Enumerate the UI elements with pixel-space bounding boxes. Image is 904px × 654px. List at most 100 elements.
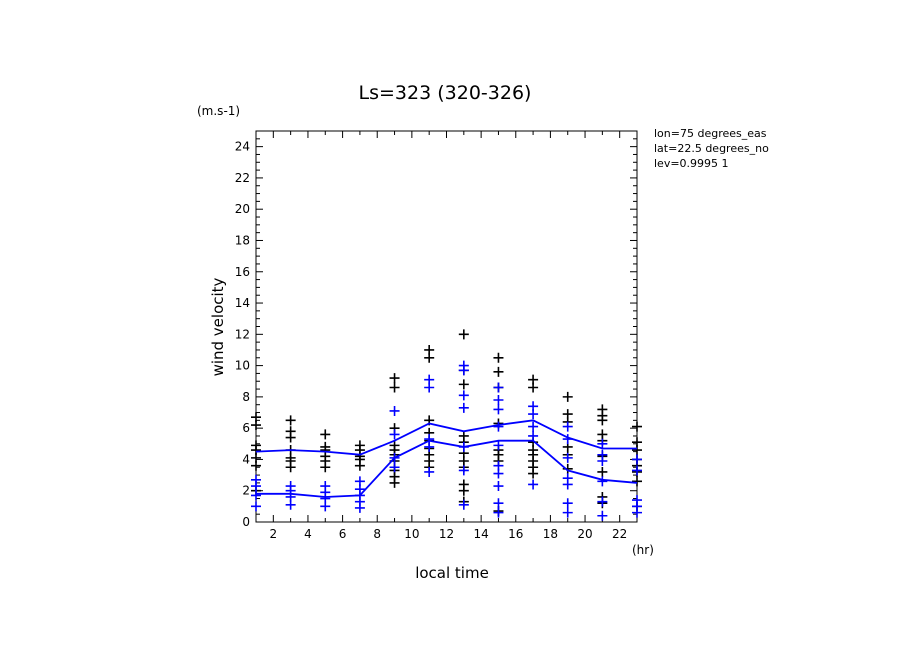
black-plus-marker [493,352,504,363]
black-plus-marker [285,415,296,426]
annotation-lat: lat=22.5 degrees_no [654,142,769,155]
black-plus-marker [528,468,539,479]
x-tick-label: 4 [304,527,312,541]
black-plus-marker [458,485,469,496]
x-tick-label: 2 [269,527,277,541]
blue-plus-marker [389,462,400,473]
y-tick-label: 8 [242,390,250,404]
x-tick-label: 8 [373,527,381,541]
black-plus-marker [458,329,469,340]
y-axis-label: wind velocity [209,277,227,376]
annotation-lev: lev=0.9995 1 [654,157,729,170]
y-tick-label: 20 [235,202,250,216]
blue-plus-marker [251,501,261,512]
blue-plus-marker [562,452,573,463]
black-plus-marker [320,462,331,473]
x-tick-label: 20 [577,527,592,541]
blue-plus-marker [597,496,608,507]
blue-plus-marker [389,405,400,416]
y-tick-label: 12 [235,327,250,341]
x-tick-label: 16 [508,527,523,541]
black-plus-marker [632,445,642,456]
black-plus-marker [597,415,608,426]
blue-plus-marker [320,501,331,512]
blue-plus-marker [251,490,261,501]
blue-plus-marker [493,440,504,451]
x-tick-label: 12 [439,527,454,541]
blue-plus-marker [493,382,504,393]
black-plus-marker [562,463,573,474]
blue-plus-marker [458,465,469,476]
blue-plus-marker [493,421,504,432]
blue-plus-marker [285,499,296,510]
black-plus-marker [251,420,261,431]
annotation-lon: lon=75 degrees_eas [654,127,767,140]
blue-plus-marker [528,421,539,432]
x-tick-label: 10 [404,527,419,541]
blue-plus-marker [528,479,539,490]
blue-plus-marker [632,465,642,476]
black-plus-marker [458,379,469,390]
black-plus-marker [632,421,642,432]
series-line [256,439,638,498]
blue-plus-marker [493,468,504,479]
x-unit-label: (hr) [632,543,654,557]
y-tick-label: 22 [235,171,250,185]
black-plus-marker [632,476,642,487]
blue-plus-marker [493,481,504,492]
blue-plus-marker [251,481,261,492]
blue-plus-marker [632,454,642,465]
blue-plus-marker [493,395,504,406]
blue-plus-marker [458,402,469,413]
blue-plus-marker [389,429,400,440]
y-tick-label: 0 [242,515,250,529]
black-plus-marker [389,382,400,393]
blue-plus-marker [562,421,573,432]
x-tick-label: 22 [612,527,627,541]
blue-plus-marker [493,404,504,415]
blue-plus-marker [528,430,539,441]
blue-plus-marker [562,498,573,509]
y-tick-label: 14 [235,296,250,310]
blue-plus-marker [632,507,642,518]
y-tick-label: 4 [242,452,250,466]
series-line [255,419,637,456]
y-tick-label: 18 [235,233,250,247]
blue-plus-marker [493,498,504,509]
y-tick-label: 10 [235,359,250,373]
black-plus-marker [528,382,539,393]
blue-plus-marker [597,438,608,449]
blue-plus-marker [597,510,608,521]
y-tick-label: 16 [235,265,250,279]
black-plus-marker [389,477,400,488]
black-plus-marker [389,373,400,384]
blue-plus-marker [562,479,573,490]
blue-plus-marker [458,390,469,401]
y-tick-label: 6 [242,421,250,435]
chart-title: Ls=323 (320-326) [359,82,532,104]
black-plus-marker [251,460,261,471]
blue-plus-marker [562,507,573,518]
black-plus-marker [597,466,608,477]
blue-plus-marker [354,502,365,513]
blue-plus-marker [528,409,539,420]
black-plus-marker [562,391,573,402]
blue-plus-marker [597,456,608,467]
y-tick-label: 2 [242,484,250,498]
x-tick-label: 18 [543,527,558,541]
black-plus-marker [285,462,296,473]
x-axis-label: local time [415,564,489,582]
blue-plus-marker [424,441,435,452]
blue-plus-marker [424,382,435,393]
y-tick-label: 24 [235,140,250,154]
blue-plus-marker [458,499,469,510]
blue-plus-marker [424,466,435,477]
blue-plus-marker [597,476,608,487]
black-plus-marker [354,460,365,471]
black-plus-marker [424,352,435,363]
y-unit-label: (m.s-1) [197,104,240,118]
blue-plus-marker [493,507,504,518]
x-tick-label: 14 [473,527,488,541]
